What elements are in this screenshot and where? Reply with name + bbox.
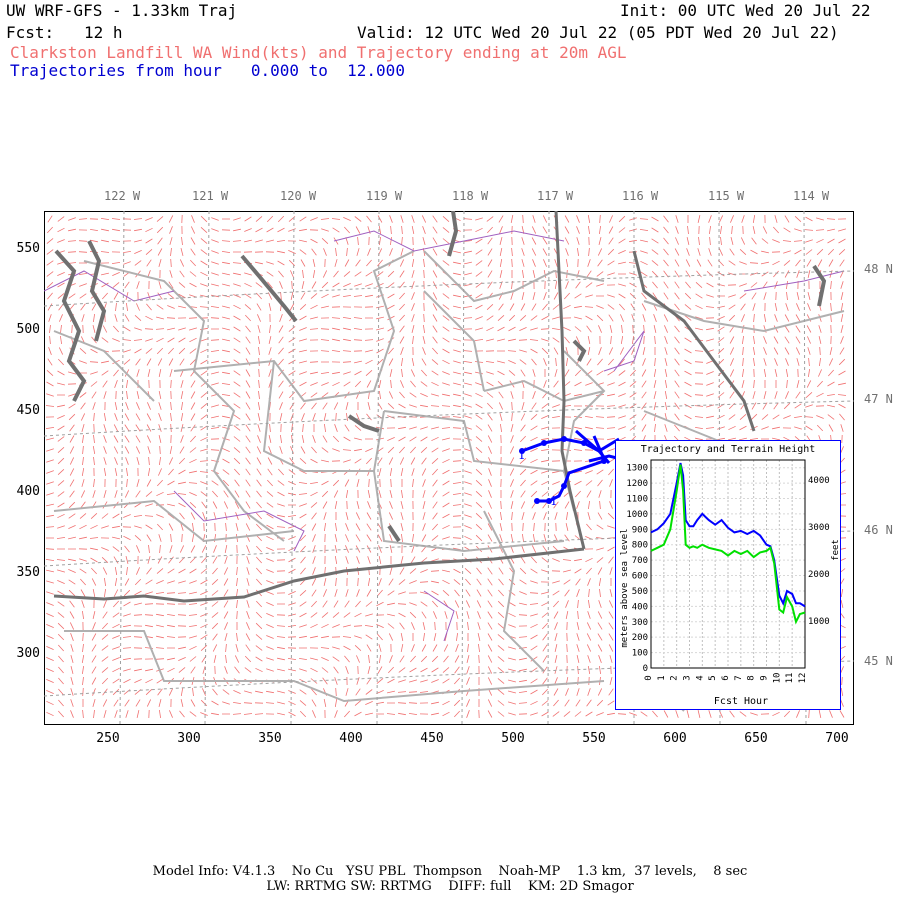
lat-label: 45 N (864, 654, 893, 668)
political-boundaries-layer (44, 230, 845, 642)
inset-right-tick: 3000 (808, 523, 830, 533)
inset-right-tick: 4000 (808, 476, 830, 486)
lon-label: 116 W (622, 189, 659, 203)
map-subtitle: Clarkston Landfill WA Wind(kts) and Traj… (10, 43, 627, 62)
inset-right-tick: 1000 (808, 617, 830, 627)
footer-model-info: Model Info: V4.1.3 No Cu YSU PBL Thompso… (152, 864, 748, 879)
lat-lon-grid-layer (44, 211, 854, 725)
trajectory-start-label: 1 (550, 494, 558, 508)
lat-label: 46 N (864, 523, 893, 537)
inset-plot-area (650, 459, 806, 669)
lat-label: 47 N (864, 392, 893, 406)
inset-x-tick: 11 (785, 673, 795, 684)
inset-lines (650, 462, 806, 625)
inset-left-tick: 1100 (626, 495, 648, 505)
inset-x-tick: 7 (734, 675, 744, 680)
model-title: UW WRF-GFS - 1.33km Traj (6, 1, 238, 20)
inset-left-axis-label: meters above sea level (620, 528, 630, 647)
x-tick-label: 300 (177, 731, 201, 746)
inset-right-tick: 2000 (808, 570, 830, 580)
y-tick-label: 400 (16, 484, 40, 499)
inset-left-tick: 800 (632, 541, 648, 551)
fcst-label: Fcst: (6, 23, 55, 42)
inset-title: Trajectory and Terrain Height (641, 444, 816, 455)
x-tick-label: 500 (501, 731, 525, 746)
lon-label: 119 W (366, 189, 403, 203)
inset-left-tick: 1300 (626, 464, 648, 474)
inset-x-tick: 4 (695, 675, 705, 680)
init-time: Init: 00 UTC Wed 20 Jul 22 (620, 1, 871, 20)
inset-left-tick: 1000 (626, 510, 648, 520)
inset-x-tick: 5 (708, 675, 718, 680)
lon-label: 118 W (452, 189, 489, 203)
trajectory-hours: Trajectories from hour 0.000 to 12.000 (10, 61, 405, 80)
y-tick-label: 450 (16, 403, 40, 418)
x-tick-label: 700 (825, 731, 849, 746)
inset-x-tick: 12 (798, 673, 808, 684)
lat-label: 48 N (864, 262, 893, 276)
inset-left-tick: 500 (632, 587, 648, 597)
inset-x-axis-label: Fcst Hour (714, 696, 768, 707)
terrain-height-line (650, 464, 806, 625)
inset-left-tick: 400 (632, 602, 648, 612)
x-tick-label: 650 (744, 731, 768, 746)
valid-time: Valid: 12 UTC Wed 20 Jul 22 (05 PDT Wed … (357, 23, 839, 42)
lon-label: 122 W (104, 189, 141, 203)
lon-label: 117 W (537, 189, 574, 203)
inset-x-tick: 9 (760, 675, 770, 680)
y-tick-label: 300 (16, 646, 40, 661)
footer-physics-info: LW: RRTMG SW: RRTMG DIFF: full KM: 2D Sm… (266, 879, 634, 894)
inset-x-tick: 6 (721, 675, 731, 680)
lon-label: 120 W (280, 189, 317, 203)
inset-left-tick: 200 (632, 633, 648, 643)
y-tick-label: 350 (16, 565, 40, 580)
inset-x-tick: 8 (747, 675, 757, 680)
inset-left-tick: 700 (632, 556, 648, 566)
trajectory-start-label: 1 (518, 448, 526, 462)
inset-ticks: 0 1 2 3 4 5 6 7 8 9 10 11 12010020030040050060070080… (626, 464, 829, 684)
x-tick-label: 350 (258, 731, 282, 746)
fcst-value: 12 h (84, 23, 123, 42)
inset-left-tick: 1200 (626, 479, 648, 489)
inset-x-tick: 3 (683, 675, 693, 680)
trajectory-terrain-inset: Trajectory and Terrain Height meters abo… (615, 440, 841, 710)
state-borders-layer (53, 211, 756, 603)
x-tick-label: 250 (96, 731, 120, 746)
x-tick-label: 600 (663, 731, 687, 746)
lon-label: 115 W (708, 189, 745, 203)
x-tick-label: 550 (582, 731, 606, 746)
x-tick-label: 450 (420, 731, 444, 746)
y-tick-label: 500 (16, 322, 40, 337)
x-tick-label: 400 (339, 731, 363, 746)
trajectory-markers (519, 436, 607, 504)
inset-left-tick: 0 (643, 664, 648, 674)
trajectory-height-line (650, 462, 806, 608)
y-tick-label: 550 (16, 241, 40, 256)
inset-x-tick: 2 (670, 675, 680, 680)
inset-x-tick: 10 (772, 673, 782, 684)
inset-right-axis-label: feet (831, 539, 841, 561)
inset-x-tick: 1 (657, 675, 667, 680)
water-bodies-layer (54, 211, 827, 543)
inset-left-tick: 300 (632, 618, 648, 628)
inset-left-tick: 900 (632, 525, 648, 535)
lon-label: 114 W (793, 189, 830, 203)
lon-label: 121 W (192, 189, 229, 203)
inset-left-tick: 600 (632, 572, 648, 582)
inset-left-tick: 100 (632, 649, 648, 659)
inset-x-tick: 0 (644, 675, 654, 680)
